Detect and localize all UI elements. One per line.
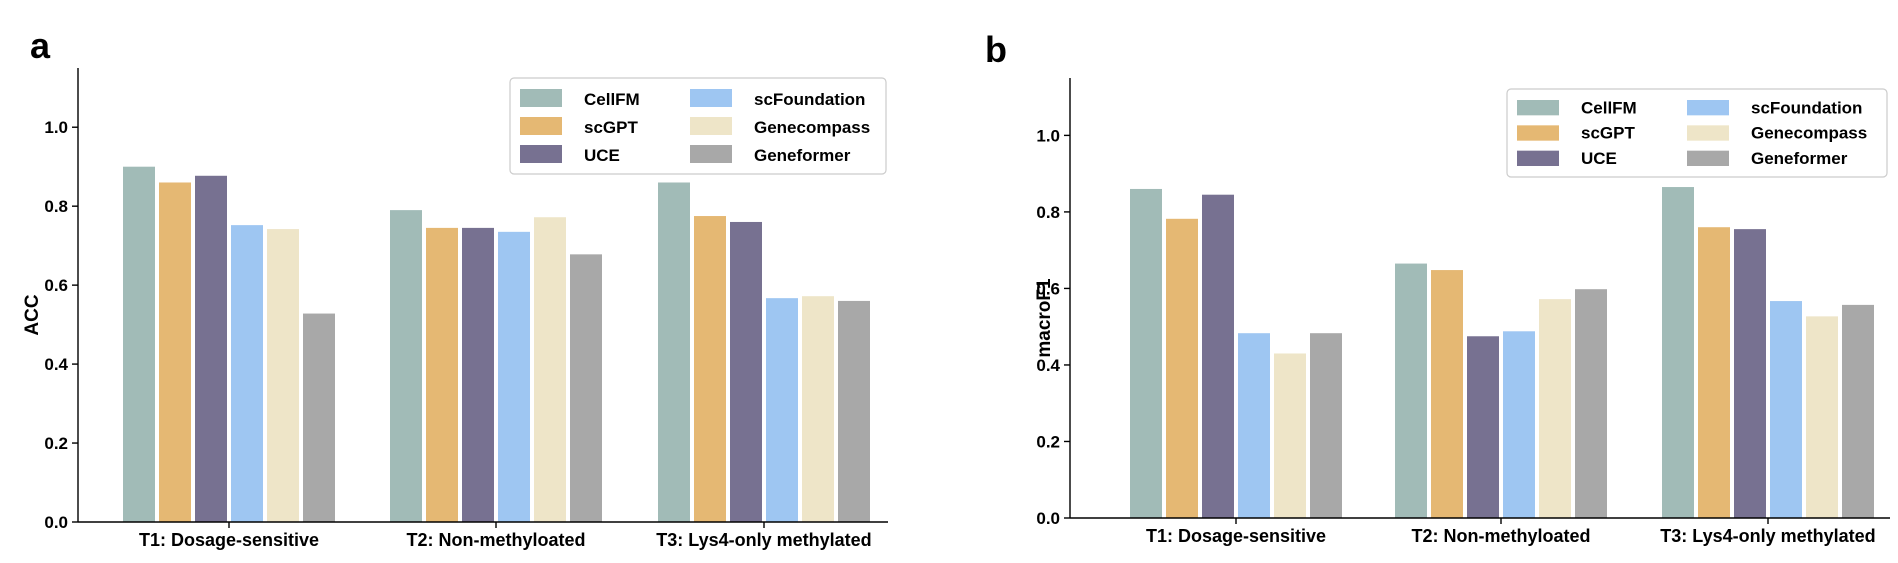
legend-item-genecompass: Genecompass (690, 117, 870, 137)
bar-geneformer-2 (1575, 289, 1607, 518)
bar-uce-3 (1734, 229, 1766, 518)
legend-swatch (1687, 100, 1729, 116)
legend-swatch (520, 145, 562, 163)
legend-label: Geneformer (1751, 149, 1848, 168)
bar-scfoundation-2 (1503, 331, 1535, 518)
bar-scfoundation-2 (498, 231, 530, 522)
y-tick-label: 0.0 (44, 513, 68, 532)
y-tick-label: 1.0 (1036, 126, 1060, 145)
bar-genecompass-1 (267, 229, 299, 523)
x-tick-label: T1: Dosage-sensitive (139, 530, 319, 550)
legend-item-cellfm: CellFM (1517, 98, 1637, 117)
legend-item-uce: UCE (520, 145, 620, 165)
bar-scgpt-2 (426, 227, 458, 522)
bar-geneformer-1 (1310, 333, 1342, 518)
legend-swatch (690, 117, 732, 135)
x-tick-label: T3: Lys4-only methylated (1660, 526, 1875, 546)
legend-label: scFoundation (754, 90, 865, 109)
bar-geneformer-3 (838, 300, 870, 522)
legend-item-genecompass: Genecompass (1687, 124, 1867, 143)
legend-item-scgpt: scGPT (520, 117, 638, 137)
y-tick-label: 0.4 (1036, 356, 1060, 375)
x-tick-label: T1: Dosage-sensitive (1146, 526, 1326, 546)
bar-cellfm-3 (658, 182, 690, 523)
legend-swatch (520, 117, 562, 135)
y-tick-label: 0.4 (44, 355, 68, 374)
x-tick-label: T2: Non-methyloated (406, 530, 585, 550)
legend-swatch (1517, 150, 1559, 166)
panel-a: a 0.0 0.2 0.4 0.6 0.8 1.0 T1: Dosage-sensitive T… (22, 25, 888, 550)
bar-scgpt-3 (1698, 227, 1730, 518)
bar-uce-2 (462, 227, 494, 522)
bar-scgpt-1 (1166, 218, 1198, 519)
legend-item-uce: UCE (1517, 149, 1617, 168)
panel-b: b 0.0 0.2 0.4 0.6 0.8 1.0 T1: Dosage-sensitive T… (985, 29, 1890, 546)
bar-scgpt-3 (694, 216, 726, 523)
y-axis-label: macroF1 (1034, 278, 1055, 358)
bar-genecompass-1 (1274, 353, 1306, 518)
legend: CellFM scGPT UCE scFoundation Genecompass Gen… (509, 77, 887, 175)
legend-label: Genecompass (1751, 124, 1867, 143)
legend-item-scfoundation: scFoundation (690, 89, 865, 109)
bar-scfoundation-1 (1238, 333, 1270, 518)
y-tick-label: 0.2 (44, 434, 68, 453)
bar-scfoundation-3 (1770, 301, 1802, 518)
legend-swatch (1687, 150, 1729, 166)
bar-geneformer-2 (570, 254, 602, 522)
legend-label: scFoundation (1751, 98, 1862, 117)
bar-cellfm-3 (1662, 187, 1694, 519)
y-axis-label: ACC (22, 294, 43, 335)
legend-label: CellFM (584, 90, 640, 109)
y-tick-label: 0.8 (1036, 203, 1060, 222)
legend-swatch (690, 145, 732, 163)
bar-uce-1 (195, 175, 227, 523)
bar-cellfm-1 (123, 166, 155, 522)
bar-scgpt-2 (1431, 270, 1463, 518)
bar-geneformer-1 (303, 313, 335, 522)
bar-cellfm-1 (1130, 188, 1162, 518)
y-tick-label: 0.0 (1036, 509, 1060, 528)
y-tick-label: 0.2 (1036, 432, 1060, 451)
legend-item-geneformer: Geneformer (1687, 149, 1848, 168)
x-tick-label: T3: Lys4-only methylated (656, 530, 871, 550)
legend-label: CellFM (1581, 98, 1637, 117)
legend-label: UCE (1581, 149, 1617, 168)
legend-swatch (1517, 125, 1559, 141)
bar-genecompass-2 (534, 217, 566, 522)
bar-genecompass-2 (1539, 299, 1571, 518)
bar-uce-3 (730, 221, 762, 522)
legend-item-scgpt: scGPT (1517, 124, 1635, 143)
bar-scfoundation-3 (766, 298, 798, 522)
legend-label: Genecompass (754, 118, 870, 137)
legend-swatch (1687, 125, 1729, 141)
legend: CellFM scGPT UCE scFoundation Genecompass Gen… (1506, 88, 1888, 178)
x-tick-label: T2: Non-methyloated (1411, 526, 1590, 546)
panel-letter: b (985, 29, 1007, 70)
bar-geneformer-3 (1842, 304, 1874, 518)
bar-genecompass-3 (1806, 316, 1838, 518)
bar-cellfm-2 (390, 210, 422, 522)
legend-item-scfoundation: scFoundation (1687, 98, 1862, 117)
legend-label: Geneformer (754, 146, 851, 165)
y-tick-label: 0.8 (44, 197, 68, 216)
y-tick-label: 1.0 (44, 118, 68, 137)
legend-label: scGPT (584, 118, 638, 137)
legend-swatch (1517, 100, 1559, 116)
bar-uce-1 (1202, 194, 1234, 518)
y-tick-label: 0.6 (1036, 279, 1060, 298)
bar-genecompass-3 (802, 296, 834, 522)
bar-uce-2 (1467, 336, 1499, 518)
legend-item-geneformer: Geneformer (690, 145, 851, 165)
legend-swatch (690, 89, 732, 107)
legend-label: scGPT (1581, 124, 1635, 143)
y-tick-label: 0.6 (44, 276, 68, 295)
panel-letter: a (30, 25, 51, 66)
legend-swatch (520, 89, 562, 107)
bar-cellfm-2 (1395, 263, 1427, 518)
bar-scgpt-1 (159, 182, 191, 523)
legend-item-cellfm: CellFM (520, 89, 640, 109)
legend-label: UCE (584, 146, 620, 165)
bar-scfoundation-1 (231, 225, 263, 522)
